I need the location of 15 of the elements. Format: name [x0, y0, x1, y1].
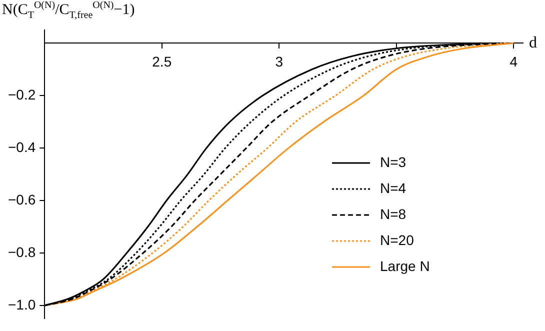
y-tick-label: −0.4 [8, 138, 36, 155]
x-tick-label: 3 [275, 53, 284, 70]
y-tick-label: −0.8 [8, 244, 36, 260]
y-tick-label: −0.6 [8, 191, 36, 208]
legend-label: N=3 [380, 154, 406, 170]
y-tick-label: −0.2 [8, 86, 36, 102]
legend-label: N=20 [380, 232, 414, 248]
legend-label: N=4 [380, 180, 406, 196]
legend-label: N=8 [380, 206, 406, 222]
y-axis-title: N(C$_{T}$$^{O(N)}$/C$_{T,free}$$^{O(N)}$−1) [2, 0, 135, 21]
y-tick-label: −1.0 [8, 296, 36, 312]
x-axis-title: d [529, 34, 537, 52]
x-tick-label: 2.5 [152, 53, 172, 70]
x-tick-label: 4 [510, 53, 518, 70]
legend-label: Large N [380, 258, 430, 274]
